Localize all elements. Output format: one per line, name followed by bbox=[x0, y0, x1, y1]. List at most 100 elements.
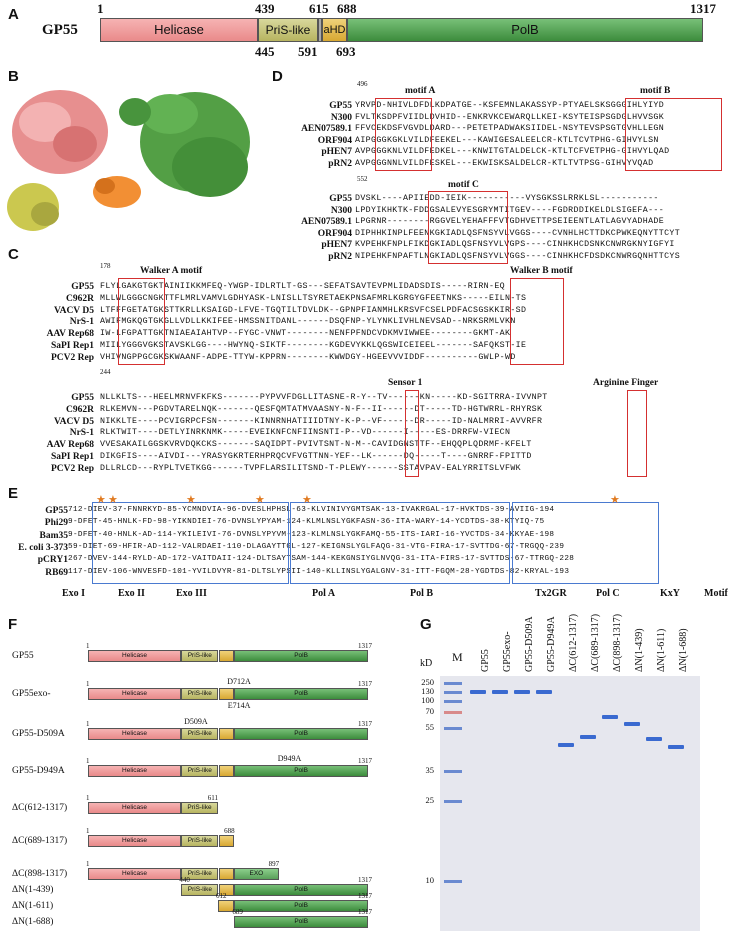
mutation-label: D509A bbox=[184, 717, 208, 726]
sequence-row: MIILYGGGVGKSTAVSKLGG----HWYNQ-SIKTF-----… bbox=[100, 341, 527, 350]
seq-name: pHEN7 bbox=[321, 147, 352, 157]
protein-band bbox=[624, 722, 640, 726]
construct-domain-label: Helicase bbox=[122, 730, 147, 737]
construct-start: 1 bbox=[86, 827, 90, 835]
construct-domain-label: PolB bbox=[294, 652, 308, 659]
arginine-finger-title: Arginine Finger bbox=[593, 378, 659, 388]
construct-domain-label: PriS-like bbox=[187, 837, 212, 844]
gel-kd-label: kD bbox=[420, 658, 433, 669]
protein-band bbox=[492, 690, 508, 694]
panel-a-pris-label: PriS-like bbox=[265, 23, 311, 37]
seq-name: C962R bbox=[66, 404, 94, 415]
motif-label: Pol B bbox=[410, 588, 434, 599]
construct-name: ΔC(898-1317) bbox=[12, 869, 68, 879]
panel-a-polb-label: PolB bbox=[511, 22, 539, 37]
construct-domain bbox=[218, 835, 235, 847]
sequence-row: YRVPD-NHIVLDFDLKDPATGE--KSFEMNLAKASSYP-P… bbox=[355, 101, 665, 110]
arginine-finger-box bbox=[627, 390, 647, 477]
lane-label: GP55-D509A bbox=[524, 616, 535, 672]
sensor1-title: Sensor 1 bbox=[388, 378, 423, 388]
sequence-row: FFVCEKDSFVGVDLDARD---PETETPADWAKSIIDEL-N… bbox=[355, 124, 665, 133]
sequence-row: NIPEHKFNPAFTLNGKIADLQSFNSYVLVGGS----CINH… bbox=[355, 251, 681, 261]
construct-domain-label: Helicase bbox=[122, 837, 147, 844]
panel-d-label: D bbox=[272, 68, 283, 85]
sensor1-box bbox=[405, 390, 419, 477]
protein-band bbox=[602, 715, 618, 719]
construct-domain bbox=[218, 884, 234, 896]
seq-name: SaPI Rep1 bbox=[50, 452, 94, 462]
marker-band bbox=[444, 880, 462, 883]
construct-domain-label: Helicase bbox=[122, 690, 147, 697]
construct-domain: PolB bbox=[234, 688, 368, 700]
panel-a-pris: PriS-like bbox=[258, 18, 318, 42]
sequence-row: AVPGGGNNLVILDFESKEL---EKWISKSALDELCR-KTL… bbox=[355, 158, 654, 168]
marker-band bbox=[444, 682, 462, 685]
construct-end: 1317 bbox=[358, 680, 372, 688]
mutation-label: D712A bbox=[227, 677, 251, 686]
construct-domain bbox=[218, 688, 234, 700]
panel-a-num-615: 615 bbox=[309, 1, 329, 16]
protein-band bbox=[668, 745, 684, 749]
panel-e-motif-labels: Exo I Exo II Exo III Pol A Pol B Tx2GR Pol C Kx… bbox=[0, 588, 738, 602]
seq-name: E. coli 3-373 bbox=[18, 542, 68, 553]
panel-a-ahd-label: aHD bbox=[323, 24, 346, 36]
seq-name: ORF904 bbox=[317, 228, 352, 239]
sequence-row: 712-DIEV-37-FNNRKYD-85-YCMNDVIA-96-DVESL… bbox=[68, 506, 555, 514]
construct-domain: PriS-like bbox=[181, 802, 218, 814]
conserved-star-icon: ★ bbox=[96, 494, 106, 506]
motif-c-title: motif C bbox=[448, 180, 479, 190]
motif-a-title: motif A bbox=[405, 86, 436, 96]
lane-label: ΔC(898-1317) bbox=[612, 613, 623, 672]
sequence-row: VHIVNGPPGCGKSKWAANF-ADPE-TTYW-KPPRN-----… bbox=[100, 352, 516, 362]
protein-structure-image bbox=[7, 90, 250, 231]
conserved-star-icon: ★ bbox=[255, 494, 265, 506]
sequence-row: LPDYIKHKTK-FDDGSALEVYESGRYMTITGEV----FGD… bbox=[355, 205, 665, 215]
sequence-row: LPGRNR--------RGGVELYEHAFFFVTGDHVETTPSEI… bbox=[355, 217, 665, 226]
construct-domain: PolB bbox=[234, 650, 368, 662]
construct-domain: Helicase bbox=[88, 868, 181, 880]
marker-band bbox=[444, 691, 462, 694]
motif-label: Exo I bbox=[62, 588, 86, 599]
construct-domain-label: PriS-like bbox=[187, 886, 212, 893]
seq-name: VACV D5 bbox=[53, 305, 94, 316]
seq-name: Phi29 bbox=[44, 518, 68, 529]
construct-start: 1 bbox=[86, 757, 90, 765]
construct-domain-label: Helicase bbox=[122, 767, 147, 774]
panel-a-num-1317: 1317 bbox=[690, 1, 716, 16]
panel-a-ahd: aHD bbox=[322, 18, 347, 42]
construct-domain-label: PriS-like bbox=[187, 804, 212, 811]
sequence-row: 9-DFET-45-HNLK-FD-98-YIKNDIEI-76-DVNSLYP… bbox=[68, 518, 545, 527]
marker-band bbox=[444, 727, 462, 730]
conserved-star-icon: ★ bbox=[302, 494, 312, 506]
motif-label: Pol C bbox=[596, 588, 620, 599]
seq-name: SaPI Rep1 bbox=[50, 341, 94, 351]
sequence-row: AIPGGGKGKLVILDFEEKEL---KAWIGESALEELCR-KT… bbox=[355, 135, 659, 145]
seq-name: GP55 bbox=[329, 101, 352, 111]
sequence-row: DLLRLCD---RYPLTVETKGG------TVPFLARSILITS… bbox=[100, 463, 521, 473]
mw-label: 10 bbox=[425, 875, 435, 885]
mw-label: 130 bbox=[421, 686, 434, 696]
sequence-row: DVSKL----APIIEDD-IEIK-----------VYSGKSSL… bbox=[355, 194, 659, 203]
construct-domain-label: PolB bbox=[294, 767, 308, 774]
motif-b-box bbox=[625, 98, 722, 171]
construct-end: 1317 bbox=[358, 892, 372, 900]
protein-band bbox=[646, 737, 662, 741]
sequence-row: KVPEHKFNPLFIKDGKIADLQSFNSYVLVGPS----CINH… bbox=[355, 240, 675, 249]
seq-name: pHEN7 bbox=[321, 240, 352, 250]
panel-f-constructs: GP55 Helicase PriS-like PolB 1 1317 GP55exo- He… bbox=[12, 642, 372, 928]
construct-domain: PolB bbox=[234, 900, 368, 912]
construct-domain: PriS-like bbox=[181, 728, 219, 740]
seq-name: AAV Rep68 bbox=[46, 440, 94, 451]
pol-ab-box bbox=[290, 502, 510, 584]
mutation-label: D949A bbox=[277, 754, 302, 763]
sequence-row: 59-DIET-69-HFIR-AD-112-VALRDAEI-110-DLAG… bbox=[68, 542, 565, 551]
walker-a-title: Walker A motif bbox=[140, 266, 203, 276]
seq-name: AAV Rep68 bbox=[46, 329, 94, 340]
seq-name: pRN2 bbox=[328, 251, 352, 262]
motif-b-title: motif B bbox=[640, 86, 671, 96]
motif-label: KxY bbox=[660, 588, 680, 599]
gel-marker-label: M bbox=[452, 650, 463, 664]
construct-domain-label: PriS-like bbox=[187, 690, 212, 697]
sequence-row: MLLWLGGGCNGKTTFLMRLVAMVLGDHYASK-LNISLLTS… bbox=[100, 293, 527, 303]
construct-domain: PriS-like bbox=[181, 688, 219, 700]
